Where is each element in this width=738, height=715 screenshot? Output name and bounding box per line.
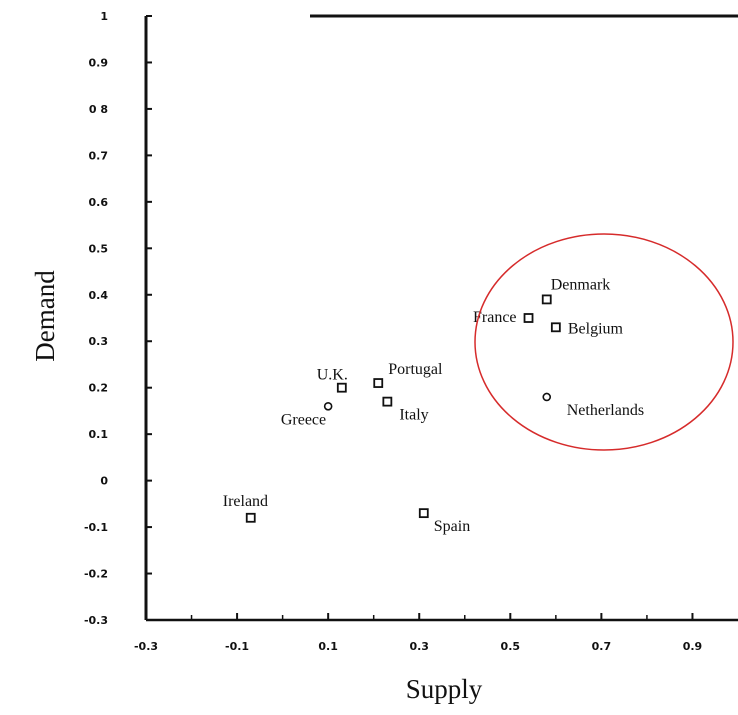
- x-tick-label: 0.3: [409, 640, 429, 653]
- point-label-uk: U.K.: [317, 367, 348, 384]
- point-label-spain: Spain: [434, 518, 470, 535]
- axes: [144, 14, 738, 622]
- y-axis-ticks: 1 0.9 0 8 0.7 0.6 0.5 0.4 0.3 0.2 0.1 0 -0.1 -0.2 -0.…: [84, 10, 152, 627]
- y-tick-label: 0.9: [89, 56, 109, 69]
- point-marker-denmark: [541, 294, 552, 305]
- y-tick-label: 0.1: [89, 428, 109, 441]
- x-axis-ticks: -0.3 -0.1 0.1 0.3 0.5 0.7 0.9: [134, 613, 702, 653]
- data-points: Denmark France Belgium Netherlands Portugal U…: [223, 276, 644, 535]
- x-tick-label: -0.3: [134, 640, 158, 653]
- y-tick-label: 0.7: [89, 149, 109, 162]
- y-tick-label: 0 8: [89, 103, 108, 116]
- point-marker-greece: [323, 401, 333, 411]
- y-tick-label: 1: [100, 10, 108, 23]
- point-marker-uk: [336, 382, 347, 393]
- point-label-belgium: Belgium: [568, 320, 624, 337]
- point-marker-netherlands: [542, 392, 552, 402]
- point-marker-italy: [382, 396, 393, 407]
- point-label-netherlands: Netherlands: [567, 402, 644, 419]
- y-tick-label: 0.2: [89, 382, 109, 395]
- y-tick-label: 0.4: [89, 289, 109, 302]
- point-marker-ireland: [245, 512, 256, 523]
- y-tick-label: 0.3: [89, 335, 109, 348]
- y-tick-label: -0.2: [84, 568, 108, 581]
- point-marker-portugal: [373, 378, 384, 388]
- point-marker-france: [523, 313, 534, 323]
- point-label-ireland: Ireland: [223, 493, 268, 510]
- point-label-france: France: [473, 309, 517, 326]
- x-tick-label: -0.1: [225, 640, 249, 653]
- y-tick-label: 0.6: [89, 196, 109, 209]
- point-label-denmark: Denmark: [551, 276, 611, 293]
- point-label-greece: Greece: [281, 411, 326, 428]
- x-tick-label: 0.7: [592, 640, 612, 653]
- point-label-italy: Italy: [399, 407, 428, 424]
- x-tick-label: 0.9: [683, 640, 703, 653]
- point-marker-belgium: [550, 322, 561, 333]
- x-tick-label: 0.5: [501, 640, 521, 653]
- y-tick-label: 0: [100, 475, 108, 488]
- y-tick-label: -0.3: [84, 614, 108, 627]
- y-tick-label: -0.1: [84, 521, 108, 534]
- y-tick-label: 0.5: [89, 242, 109, 255]
- x-tick-label: 0.1: [318, 640, 338, 653]
- point-label-portugal: Portugal: [388, 361, 443, 378]
- highlight-ellipse: [474, 233, 734, 451]
- x-axis-title: Supply: [406, 674, 483, 704]
- y-axis-title: Demand: [30, 270, 60, 362]
- point-marker-spain: [418, 508, 429, 519]
